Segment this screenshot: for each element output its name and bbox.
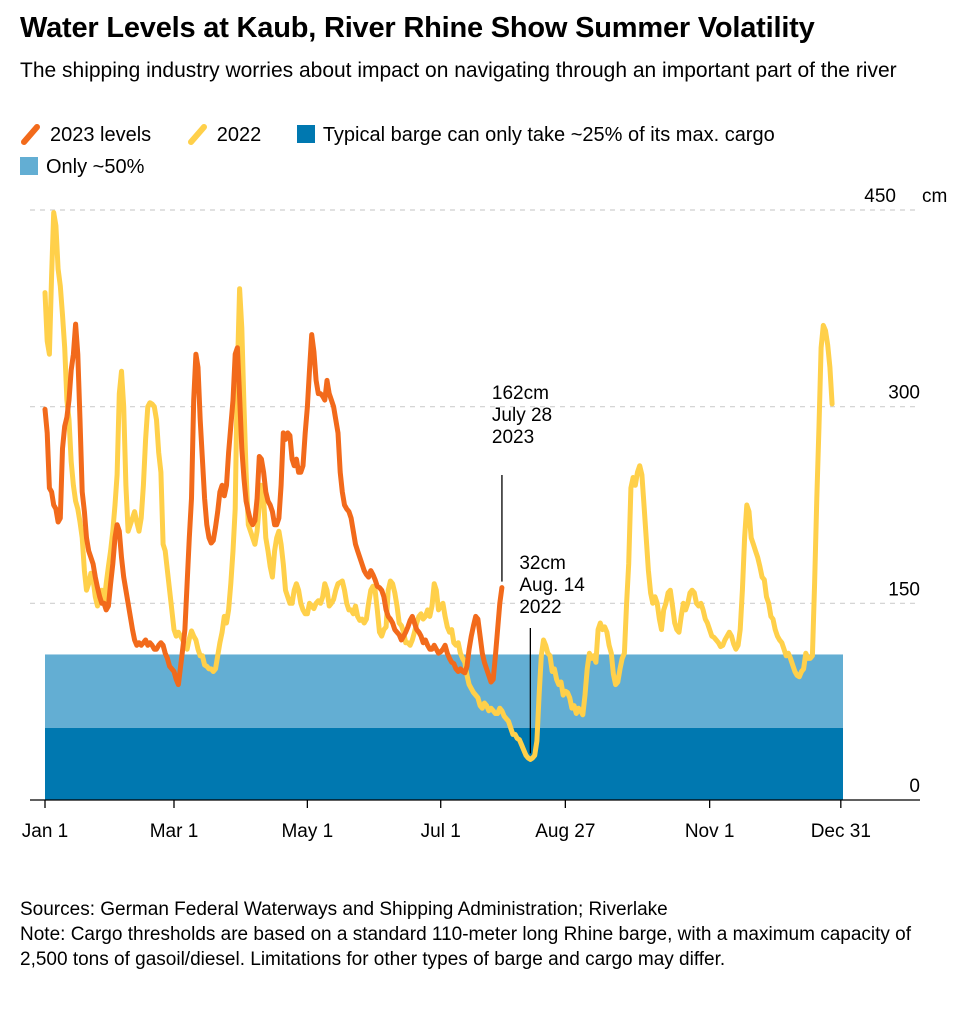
legend-label-2023: 2023 levels [50,124,152,146]
footer: Sources: German Federal Waterways and Sh… [20,897,950,972]
annotation-line: 2023 [492,427,534,448]
band-25-percent [45,727,843,800]
x-tick-label: Mar 1 [150,821,199,842]
y-tick-label: 450 [864,186,896,207]
annotation-2022: 32cm Aug. 14 2022 [519,553,585,618]
x-tick-label: May 1 [281,821,333,842]
x-tick-label: Aug 27 [535,821,595,842]
band-50-percent [45,654,843,728]
chart-title: Water Levels at Kaub, River Rhine Show S… [20,12,815,44]
legend-label-band-25: Typical barge can only take ~25% of its … [322,124,775,146]
legend: 2023 levels 2022 Typical barge can only … [20,121,960,183]
annotation-line: 162cm [492,383,549,404]
legend-swatch-2022 [187,124,207,145]
legend-swatch-2023 [21,124,40,145]
y-tick-label: 300 [888,383,920,404]
legend-item-band-50: Only ~50% [20,153,930,183]
legend-swatch-band-50 [20,157,38,175]
y-unit-label: cm [922,186,947,207]
series-line-2022 [42,210,835,762]
methodology-note: Note: Cargo thresholds are based on a st… [20,924,912,970]
legend-item-band-25: Typical barge can only take ~25% of its … [296,121,775,151]
legend-item-2022: 2022 [187,121,262,151]
x-tick-label: Dec 31 [811,821,871,842]
legend-item-2023: 2023 levels [20,121,151,151]
line-chart: 0 150 300 450 cm Jan 1 Mar 1 May 1 Jul 1 Aug 27 No… [22,186,948,842]
annotation-line: 2022 [519,597,561,618]
sources-note: Sources: German Federal Waterways and Sh… [20,899,668,920]
annotation-line: 32cm [519,553,565,574]
legend-label-band-50: Only ~50% [46,156,145,178]
annotation-2023: 162cm July 28 2023 [492,383,552,448]
x-tick-label: Jul 1 [421,821,461,842]
x-tick-label: Jan 1 [22,821,68,842]
y-tick-label: 0 [909,776,920,797]
annotation-line: Aug. 14 [519,575,585,596]
legend-swatch-band-25 [296,125,315,143]
series-line-2023 [42,321,505,688]
y-tick-label: 150 [888,579,920,600]
legend-label-2022: 2022 [216,124,262,146]
annotation-line: July 28 [492,405,552,426]
chart-subtitle: The shipping industry worries about impa… [20,59,897,82]
x-tick-label: Nov 1 [685,821,735,842]
